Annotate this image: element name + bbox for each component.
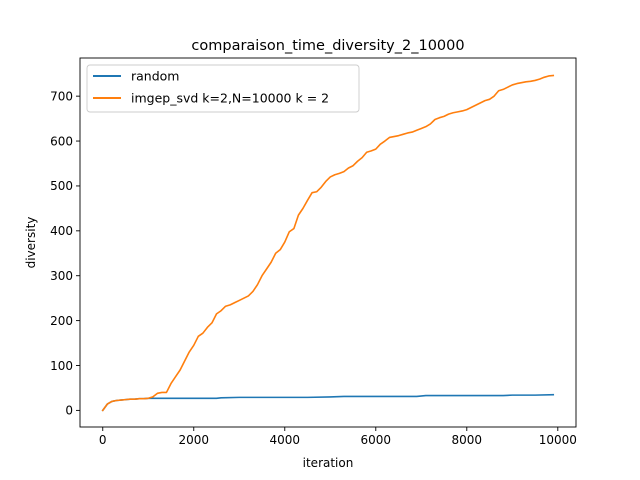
y-axis-ticks: 0 100 200 300 400 500 600 700 (50, 89, 80, 418)
x-tick-label: 6000 (361, 433, 392, 447)
y-tick-label: 200 (50, 314, 73, 328)
series-lines (101, 74, 555, 412)
x-axis-label: iteration (303, 456, 354, 470)
plot-area (80, 58, 576, 427)
y-tick-label: 600 (50, 134, 73, 148)
legend-box (86, 64, 360, 113)
legend: random imgep_svd k=2,N=10000 k = 2 (86, 64, 360, 113)
y-tick-label: 400 (50, 224, 73, 238)
legend-label-imgep-svd: imgep_svd k=2,N=10000 k = 2 (131, 91, 329, 106)
x-tick-label: 8000 (452, 433, 483, 447)
x-tick-label: 4000 (269, 433, 300, 447)
x-tick-label: 0 (99, 433, 107, 447)
y-tick-label: 700 (50, 89, 73, 103)
x-axis-ticks: 0 2000 4000 6000 8000 10000 (99, 427, 577, 447)
y-axis-label: diversity (24, 217, 38, 269)
x-tick-label: 10000 (539, 433, 577, 447)
y-tick-label: 0 (65, 404, 73, 418)
y-tick-label: 500 (50, 179, 73, 193)
x-tick-label: 2000 (178, 433, 209, 447)
chart-title: comparaison_time_diversity_2_10000 (191, 38, 464, 54)
series-line-imgep-svd (101, 74, 555, 412)
plot-frame (79, 57, 577, 428)
y-tick-label: 100 (50, 359, 73, 373)
y-tick-label: 300 (50, 269, 73, 283)
legend-label-random: random (131, 69, 179, 84)
